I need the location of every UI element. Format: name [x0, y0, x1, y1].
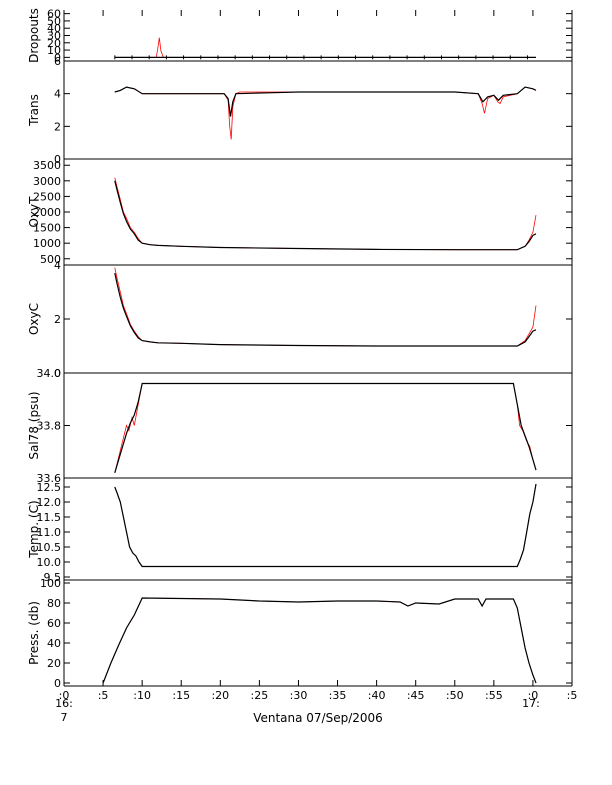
raw-series-line: [102, 597, 537, 684]
y-tick-label: 4: [54, 88, 61, 101]
x-tick-label: :5: [98, 689, 109, 702]
y-tick-label: 6: [54, 55, 61, 68]
smoothed-series-line: [102, 597, 537, 684]
y-axis-title: Trans: [27, 94, 41, 127]
x-tick-label: :30: [290, 689, 308, 702]
x-tick-label: :10: [133, 689, 151, 702]
y-tick-label: 10: [47, 44, 61, 57]
hour-start-label: 16:: [55, 697, 73, 710]
y-tick-label: 2: [54, 313, 61, 326]
x-tick-label: :0: [59, 689, 70, 702]
x-tick-label: :40: [368, 689, 386, 702]
raw-series-line: [114, 86, 537, 140]
y-tick-label: 500: [40, 253, 61, 266]
y-tick-label: 0: [54, 677, 61, 690]
panel-oxyc: 0 2 4 OxyC: [27, 259, 573, 380]
x-axis-title: Ventana 07/Sep/2006: [253, 711, 383, 725]
y-tick-label: 11.0: [37, 526, 62, 539]
y-axis-title: Dropouts: [27, 8, 41, 63]
y-axis-title: OxyT: [27, 196, 41, 228]
x-tick-label: :35: [329, 689, 347, 702]
hour-start-sublabel: 7: [61, 711, 68, 724]
y-tick-label: 1000: [33, 237, 61, 250]
y-tick-label: 0: [54, 367, 61, 380]
raw-series-line: [114, 177, 537, 251]
y-axis-title: Press. (db): [27, 601, 41, 665]
y-tick-label: 20: [47, 37, 61, 50]
smoothed-series-line: [114, 272, 537, 347]
y-tick-label: 34.0: [37, 367, 62, 380]
hour-end-label: 17:: [522, 697, 540, 710]
y-tick-label: 33.8: [37, 420, 62, 433]
y-tick-label: 80: [47, 597, 61, 610]
y-tick-label: 0: [54, 153, 61, 166]
y-tick-label: 2000: [33, 206, 61, 219]
time-axis: :0 :5 :10 :15 :20 :25 :30 :35 :40 :45 :50 :55 :0 :5: [59, 10, 578, 702]
x-tick-label: :25: [251, 689, 269, 702]
smoothed-series-line: [114, 483, 537, 568]
y-tick-label: 11.5: [37, 511, 62, 524]
y-tick-label: 2: [54, 120, 61, 133]
y-tick-label: 10.5: [37, 541, 62, 554]
smoothed-series-line: [114, 86, 537, 117]
y-axis-title: Sal78 (psu): [27, 391, 41, 459]
smoothed-series-line: [114, 382, 537, 473]
x-tick-label: :50: [446, 689, 464, 702]
x-tick-label: :0: [528, 689, 539, 702]
y-tick-label: 3000: [33, 175, 61, 188]
y-tick-label: 100: [40, 577, 61, 590]
panel-oxyt: 500 1000 1500 2000 2500 3000 3500 OxyT: [27, 159, 573, 266]
raw-series-line: [114, 483, 537, 567]
x-tick-label: :45: [407, 689, 425, 702]
y-tick-label: 30: [47, 30, 61, 43]
panel-press-db: 0 20 40 60 80 100 Press. (db): [27, 577, 573, 690]
y-axis-title: Temp. (C): [27, 500, 41, 558]
y-tick-label: 4: [54, 259, 61, 272]
y-tick-label: 33.6: [37, 472, 62, 485]
x-tick-label: :20: [211, 689, 229, 702]
y-tick-label: 40: [47, 637, 61, 650]
y-tick-label: 10.0: [37, 556, 62, 569]
panel-temp-c: 9.5 10.0 10.5 11.0 11.5 12.0 12.5 Temp. (C): [27, 478, 573, 584]
y-tick-label: 2500: [33, 190, 61, 203]
x-tick-label: :15: [172, 689, 190, 702]
y-tick-label: 1500: [33, 222, 61, 235]
panel-trans: 0 2 4 6 Trans: [27, 55, 573, 166]
y-tick-label: 40: [47, 22, 61, 35]
y-axis-title: OxyC: [27, 303, 41, 335]
y-tick-label: 3500: [33, 159, 61, 172]
y-tick-label: 12.0: [37, 496, 62, 509]
raw-series-line: [114, 37, 536, 58]
smoothed-series-line: [114, 180, 537, 251]
y-tick-label: 12.5: [37, 481, 62, 494]
y-tick-label: 9.5: [44, 571, 62, 584]
y-tick-label: 60: [47, 617, 61, 630]
y-tick-label: 0: [54, 51, 61, 64]
x-tick-label: :5: [567, 689, 578, 702]
y-tick-label: 20: [47, 657, 61, 670]
raw-series-line: [114, 383, 537, 473]
x-tick-label: :55: [485, 689, 503, 702]
chart-panels: 0102030405060Dropouts0246Trans5001000150…: [27, 8, 573, 690]
y-tick-label: 60: [47, 8, 61, 21]
raw-series-line: [114, 267, 537, 347]
y-tick-label: 50: [47, 15, 61, 28]
panel-sal78-psu: 33.6 33.8 34.0 Sal78 (psu): [27, 367, 573, 485]
